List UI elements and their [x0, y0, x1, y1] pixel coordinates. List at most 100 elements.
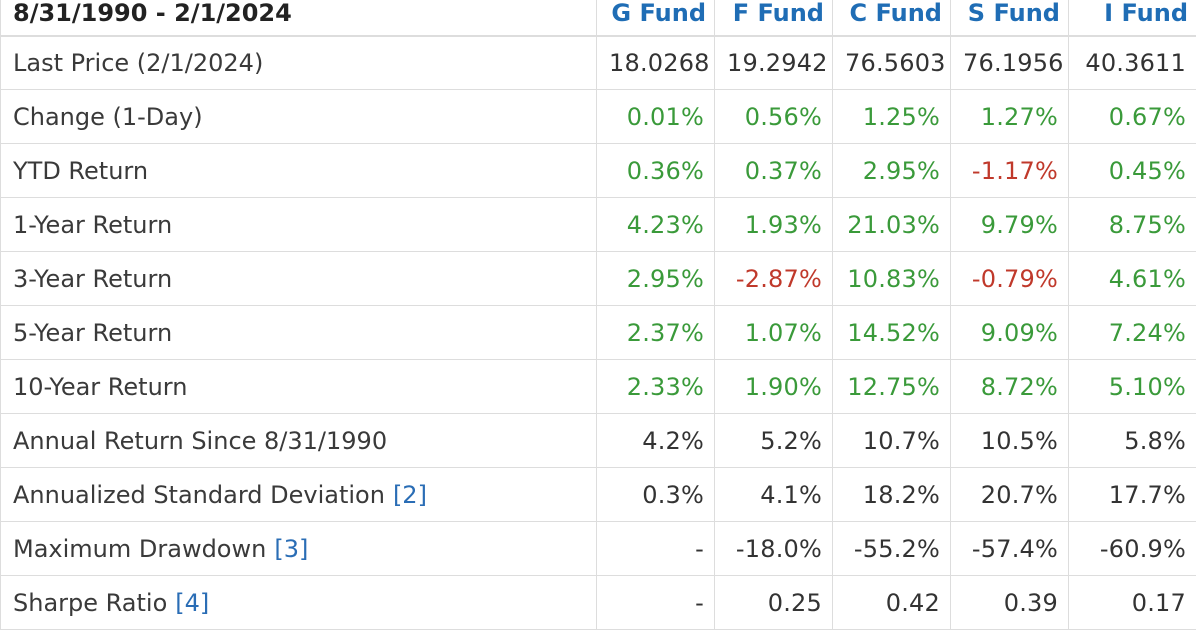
cell-g-fund: 2.37%: [597, 306, 715, 360]
cell-f-fund: 0.56%: [715, 90, 833, 144]
cell-g-fund: 2.33%: [597, 360, 715, 414]
cell-f-fund: 19.2942: [715, 36, 833, 90]
row-label: Last Price (2/1/2024): [1, 36, 597, 90]
cell-g-fund: 4.2%: [597, 414, 715, 468]
cell-c-fund: 2.95%: [833, 144, 951, 198]
cell-i-fund: 7.24%: [1069, 306, 1196, 360]
row-label: 3-Year Return: [1, 252, 597, 306]
cell-g-fund: -: [597, 522, 715, 576]
table-row: Change (1-Day) 0.01%0.56%1.25%1.27%0.67%: [1, 90, 1196, 144]
cell-s-fund: -1.17%: [951, 144, 1069, 198]
row-label: Change (1-Day): [1, 90, 597, 144]
cell-i-fund: 40.3611: [1069, 36, 1196, 90]
row-label-text: Change (1-Day): [13, 103, 203, 131]
cell-s-fund: 1.27%: [951, 90, 1069, 144]
row-label-text: Maximum Drawdown: [13, 535, 266, 563]
cell-i-fund: 0.17: [1069, 576, 1196, 630]
cell-f-fund: 0.25: [715, 576, 833, 630]
row-label-text: 10-Year Return: [13, 373, 187, 401]
cell-c-fund: 0.42: [833, 576, 951, 630]
cell-s-fund: -0.79%: [951, 252, 1069, 306]
cell-s-fund: 20.7%: [951, 468, 1069, 522]
cell-i-fund: 4.61%: [1069, 252, 1196, 306]
row-label-text: Annual Return Since 8/31/1990: [13, 427, 387, 455]
cell-g-fund: 4.23%: [597, 198, 715, 252]
cell-i-fund: 5.10%: [1069, 360, 1196, 414]
table-row: 5-Year Return 2.37%1.07%14.52%9.09%7.24%: [1, 306, 1196, 360]
cell-f-fund: 1.07%: [715, 306, 833, 360]
cell-c-fund: 10.83%: [833, 252, 951, 306]
cell-c-fund: 76.5603: [833, 36, 951, 90]
cell-c-fund: 1.25%: [833, 90, 951, 144]
table-row: 10-Year Return 2.33%1.90%12.75%8.72%5.10%: [1, 360, 1196, 414]
cell-f-fund: 0.37%: [715, 144, 833, 198]
cell-i-fund: 5.8%: [1069, 414, 1196, 468]
cell-f-fund: 1.90%: [715, 360, 833, 414]
period-label: 8/31/1990 - 2/1/2024: [1, 0, 597, 36]
cell-c-fund: 21.03%: [833, 198, 951, 252]
row-label-text: Sharpe Ratio: [13, 589, 167, 617]
cell-i-fund: -60.9%: [1069, 522, 1196, 576]
footnote-link[interactable]: [2]: [393, 481, 427, 509]
cell-f-fund: 4.1%: [715, 468, 833, 522]
cell-g-fund: -: [597, 576, 715, 630]
cell-c-fund: -55.2%: [833, 522, 951, 576]
cell-g-fund: 18.0268: [597, 36, 715, 90]
cell-c-fund: 18.2%: [833, 468, 951, 522]
row-label: Annual Return Since 8/31/1990: [1, 414, 597, 468]
fund-header-g[interactable]: G Fund: [597, 0, 715, 36]
table-row: Annualized Standard Deviation [2] 0.3%4.1%…: [1, 468, 1196, 522]
fund-header-f[interactable]: F Fund: [715, 0, 833, 36]
cell-s-fund: -57.4%: [951, 522, 1069, 576]
row-label-text: Last Price (2/1/2024): [13, 49, 263, 77]
row-label: Annualized Standard Deviation [2]: [1, 468, 597, 522]
cell-s-fund: 10.5%: [951, 414, 1069, 468]
table-row: YTD Return 0.36%0.37%2.95%-1.17%0.45%: [1, 144, 1196, 198]
row-label-text: YTD Return: [13, 157, 148, 185]
cell-f-fund: 1.93%: [715, 198, 833, 252]
cell-g-fund: 0.36%: [597, 144, 715, 198]
cell-g-fund: 0.3%: [597, 468, 715, 522]
table-row: 3-Year Return 2.95%-2.87%10.83%-0.79%4.61…: [1, 252, 1196, 306]
cell-c-fund: 12.75%: [833, 360, 951, 414]
fund-header-c[interactable]: C Fund: [833, 0, 951, 36]
cell-c-fund: 14.52%: [833, 306, 951, 360]
cell-i-fund: 0.67%: [1069, 90, 1196, 144]
table-row: Maximum Drawdown [3] --18.0%-55.2%-57.4%-6…: [1, 522, 1196, 576]
footnote-link[interactable]: [3]: [274, 535, 308, 563]
cell-s-fund: 8.72%: [951, 360, 1069, 414]
cell-f-fund: 5.2%: [715, 414, 833, 468]
cell-s-fund: 0.39: [951, 576, 1069, 630]
row-label: 1-Year Return: [1, 198, 597, 252]
cell-g-fund: 2.95%: [597, 252, 715, 306]
row-label: Maximum Drawdown [3]: [1, 522, 597, 576]
row-label-text: 5-Year Return: [13, 319, 172, 347]
cell-f-fund: -2.87%: [715, 252, 833, 306]
cell-i-fund: 17.7%: [1069, 468, 1196, 522]
cell-g-fund: 0.01%: [597, 90, 715, 144]
table-row: 1-Year Return 4.23%1.93%21.03%9.79%8.75%: [1, 198, 1196, 252]
cell-s-fund: 76.1956: [951, 36, 1069, 90]
cell-f-fund: -18.0%: [715, 522, 833, 576]
row-label-text: Annualized Standard Deviation: [13, 481, 385, 509]
row-label: 5-Year Return: [1, 306, 597, 360]
row-label-text: 3-Year Return: [13, 265, 172, 293]
cell-s-fund: 9.79%: [951, 198, 1069, 252]
cell-i-fund: 8.75%: [1069, 198, 1196, 252]
row-label-text: 1-Year Return: [13, 211, 172, 239]
cell-i-fund: 0.45%: [1069, 144, 1196, 198]
row-label: Sharpe Ratio [4]: [1, 576, 597, 630]
row-label: 10-Year Return: [1, 360, 597, 414]
row-label: YTD Return: [1, 144, 597, 198]
cell-c-fund: 10.7%: [833, 414, 951, 468]
footnote-link[interactable]: [4]: [175, 589, 209, 617]
cell-s-fund: 9.09%: [951, 306, 1069, 360]
table-header-row: 8/31/1990 - 2/1/2024 G Fund F Fund C Fun…: [1, 0, 1196, 36]
fund-header-s[interactable]: S Fund: [951, 0, 1069, 36]
fund-header-i[interactable]: I Fund: [1069, 0, 1196, 36]
